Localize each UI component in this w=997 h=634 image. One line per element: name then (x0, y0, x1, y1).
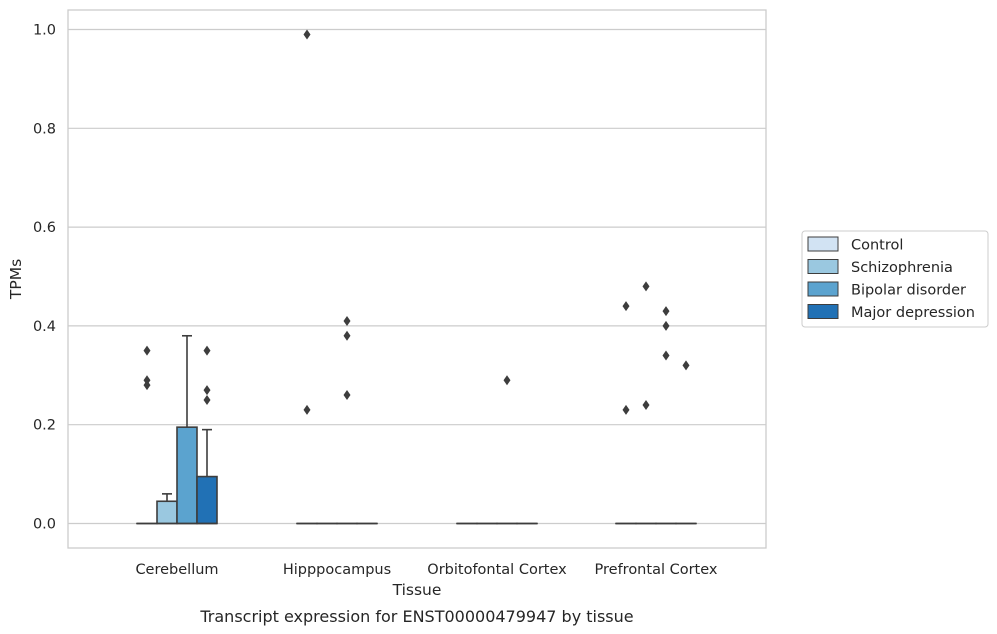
legend-swatch (807, 259, 839, 274)
outlier-point (662, 306, 670, 317)
outlier-point (343, 330, 351, 341)
outliers-layer (143, 29, 690, 415)
y-tick-labels: 0.0 0.2 0.4 0.6 0.8 1.0 (33, 23, 56, 533)
outlier-point (203, 345, 211, 356)
box-body (156, 500, 178, 525)
y-tick-label: 0.2 (33, 418, 56, 434)
x-tick-label: Cerebellum (135, 562, 218, 578)
y-tick-label: 1.0 (33, 23, 56, 39)
y-tick-label: 0.6 (33, 220, 56, 236)
x-axis-label: Tissue (392, 581, 442, 599)
legend-label: Control (851, 238, 903, 254)
legend-swatch (807, 304, 839, 319)
x-tick-label: Orbitofontal Cortex (427, 562, 567, 578)
outlier-point (343, 390, 351, 401)
outlier-point (622, 404, 630, 415)
box-1-0 (156, 493, 178, 525)
outlier-point (682, 360, 690, 371)
outlier-point (203, 395, 211, 405)
outlier-point (303, 29, 311, 40)
legend-frame (801, 230, 989, 328)
legend: Control Schizophrenia Bipolar disorder Majo… (801, 230, 989, 328)
box-body (176, 426, 198, 525)
outlier-point (203, 385, 211, 396)
outlier-point (642, 399, 650, 410)
box-3-0 (196, 428, 218, 525)
plot-background (68, 10, 766, 548)
outlier-point (622, 301, 630, 312)
outlier-point (503, 375, 511, 386)
legend-label: Major depression (851, 305, 975, 321)
x-tick-label: Hipppocampus (283, 562, 391, 578)
y-axis-label: TPMs (7, 259, 25, 300)
y-tick-label: 0.4 (33, 319, 56, 335)
outlier-point (662, 350, 670, 361)
x-tick-labels: Cerebellum Hipppocampus Orbitofontal Corte… (135, 562, 717, 578)
legend-label: Bipolar disorder (851, 283, 966, 299)
outlier-point (642, 281, 650, 292)
outlier-point (662, 320, 670, 331)
outlier-point (143, 375, 151, 386)
legend-swatch (807, 236, 839, 252)
y-tick-label: 0.0 (33, 517, 56, 533)
plot-frame (67, 9, 767, 549)
y-tick-label: 0.8 (33, 121, 56, 137)
outlier-point (303, 404, 311, 415)
legend-swatch (807, 281, 839, 297)
x-tick-label: Prefrontal Cortex (595, 562, 718, 578)
box-body (196, 475, 218, 525)
chart-caption: Transcript expression for ENST0000047994… (199, 607, 633, 626)
outlier-point (343, 315, 351, 326)
box-2-0 (176, 334, 198, 525)
legend-label: Schizophrenia (851, 260, 953, 276)
outlier-point (143, 345, 151, 356)
boxes-layer (136, 334, 697, 525)
